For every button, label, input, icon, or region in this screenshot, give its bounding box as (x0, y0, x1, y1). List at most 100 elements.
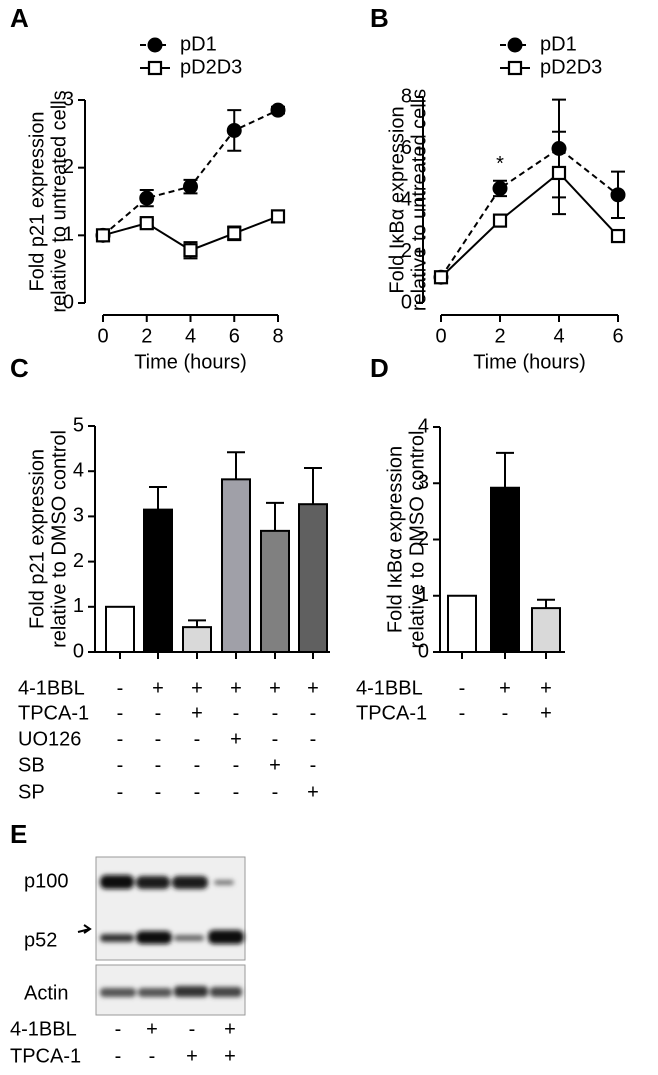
legend-marker (147, 37, 163, 53)
condition-label: UO126 (18, 728, 81, 750)
band-label: Actin (24, 982, 68, 1004)
marker (270, 102, 286, 118)
x-axis-title: Time (hours) (134, 351, 247, 373)
condition-label: TPCA-1 (18, 702, 89, 724)
y-tick-label: 3 (73, 505, 84, 527)
y-tick-label: 6 (401, 137, 412, 159)
chart-panel: C Fold p21 expression relative to DMSO con… (10, 353, 330, 803)
blot-membrane (95, 856, 246, 961)
marker (433, 270, 449, 285)
panel-label: A (10, 3, 29, 33)
y-axis-title: Fold p21 expression (26, 111, 48, 291)
condition-sign: - (117, 677, 124, 699)
blot-panel: E p100 p52 Actin (10, 819, 246, 1016)
marker (95, 228, 111, 243)
condition-sign: - (502, 702, 509, 724)
condition-sign: - (272, 781, 279, 803)
panel-label: D (370, 353, 389, 383)
band-arrow (77, 924, 92, 934)
condition-sign: - (189, 1018, 196, 1040)
condition-sign: + (269, 677, 281, 699)
x-tick-label: 2 (141, 325, 152, 347)
x-axis-title: Time (hours) (473, 351, 586, 373)
condition-sign: - (149, 1045, 156, 1067)
error-bar (149, 486, 167, 510)
y-tick-label: 1 (73, 595, 84, 617)
y-tick-label: 0 (418, 640, 429, 662)
legend-label: pD1 (540, 33, 577, 55)
error-bar (304, 467, 322, 505)
legend-label: pD2D3 (540, 56, 602, 78)
y-tick-label: 1 (418, 584, 429, 606)
marker (610, 228, 626, 244)
condition-sign: - (233, 754, 240, 776)
condition-sign: + (146, 1018, 158, 1040)
y-tick-label: 4 (73, 459, 84, 481)
legend-label: pD2D3 (180, 56, 242, 78)
x-tick-label: 4 (553, 325, 564, 347)
legend-marker (507, 60, 523, 76)
bar (260, 529, 290, 654)
error-bar (266, 501, 284, 531)
error-bar (227, 451, 245, 480)
condition-sign: + (191, 677, 203, 699)
condition-sign: - (272, 728, 279, 750)
y-tick-label: 2 (401, 240, 412, 262)
band-label: p100 (24, 870, 69, 892)
x-tick-label: 2 (494, 325, 505, 347)
y-axis-title: relative to DMSO control (406, 431, 428, 649)
y-tick-label: 2 (63, 156, 74, 178)
condition-sign: - (272, 702, 279, 724)
legend-marker (507, 37, 523, 53)
marker (183, 179, 198, 195)
condition-sign: + (186, 1045, 198, 1067)
series-line (102, 109, 279, 237)
condition-sign: + (499, 677, 511, 699)
condition-sign: - (115, 1045, 122, 1067)
series-line (440, 147, 619, 278)
condition-sign: + (224, 1045, 236, 1067)
condition-sign: - (115, 1018, 122, 1040)
condition-label: 4-1BBL (10, 1018, 77, 1040)
y-tick-label: 0 (401, 291, 412, 313)
x-tick-label: 6 (229, 325, 240, 347)
condition-sign: - (117, 728, 124, 750)
marker (139, 190, 155, 206)
x-tick-label: 8 (272, 325, 283, 347)
condition-sign: - (194, 781, 201, 803)
marker (492, 180, 508, 196)
condition-sign: - (117, 754, 124, 776)
condition-label: 4-1BBL (18, 677, 85, 699)
marker (610, 187, 626, 203)
condition-sign: + (230, 677, 242, 699)
panel-label: B (370, 3, 389, 33)
y-tick-label: 2 (418, 528, 429, 550)
marker (270, 209, 286, 224)
condition-label: TPCA-1 (356, 702, 427, 724)
marker (551, 165, 567, 181)
condition-label: SB (18, 754, 45, 776)
condition-label: TPCA-1 (10, 1045, 81, 1067)
y-axis-title: relative to DMSO control (48, 430, 70, 648)
condition-sign: - (194, 728, 201, 750)
condition-sign: + (540, 677, 552, 699)
condition-sign: - (459, 702, 466, 724)
marker (492, 213, 508, 228)
error-bar (496, 451, 514, 488)
x-tick-label: 0 (97, 325, 108, 347)
y-tick-label: 4 (418, 415, 429, 437)
y-axis-title: relative to untreated cells (48, 90, 70, 312)
bar (105, 605, 135, 653)
condition-sign: - (310, 702, 317, 724)
y-tick-label: 0 (73, 640, 84, 662)
condition-sign: + (307, 781, 319, 803)
condition-label: SP (18, 781, 45, 803)
bar (447, 594, 477, 653)
x-tick-label: 0 (435, 325, 446, 347)
condition-sign: + (307, 677, 319, 699)
y-tick-label: 4 (401, 188, 412, 210)
condition-sign: + (230, 728, 242, 750)
condition-sign: - (155, 728, 162, 750)
y-tick-label: 1 (63, 224, 74, 246)
bar (221, 478, 251, 653)
